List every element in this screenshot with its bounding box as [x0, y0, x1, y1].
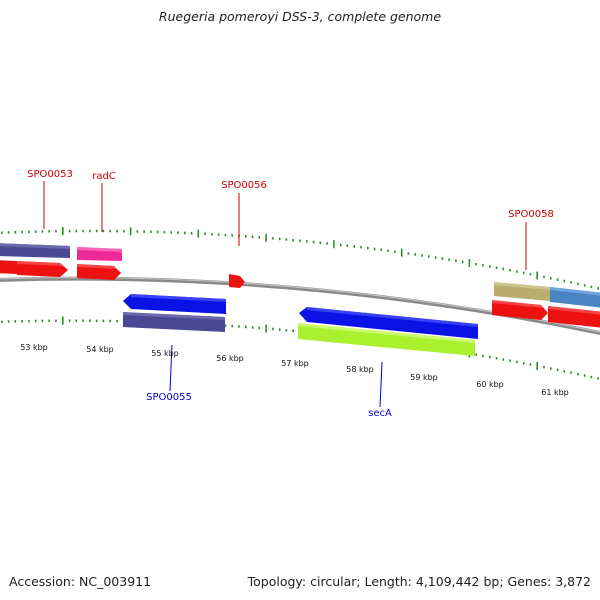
feature-spo0053-gene-arrow[interactable]	[0, 260, 68, 277]
scale-label-54: 54 kbp	[86, 345, 114, 354]
feature-spo0058-gene-arrow[interactable]	[492, 300, 548, 320]
feature-seca-cds[interactable]	[298, 323, 475, 356]
feature-spo0055-cds[interactable]	[123, 312, 225, 332]
scale-label-58: 58 kbp	[346, 365, 374, 374]
label-radc[interactable]: radC	[92, 171, 116, 182]
label-spo0056[interactable]: SPO0056	[221, 180, 267, 191]
feature-spo0058-cds[interactable]	[494, 282, 550, 301]
feature-next-cds[interactable]	[550, 287, 600, 308]
scale-label-57: 57 kbp	[281, 359, 309, 368]
leader-seca	[379, 361, 383, 408]
scale-label-61: 61 kbp	[541, 388, 569, 397]
accession-text: Accession: NC_003911	[9, 574, 152, 589]
feature-radc-gene-arrow[interactable]	[77, 264, 121, 280]
label-spo0053[interactable]: SPO0053	[27, 169, 73, 180]
feature-spo0055-gene-arrow[interactable]	[123, 294, 226, 314]
outer-tick-row	[0, 227, 600, 290]
feature-seca-gene-arrow[interactable]	[299, 307, 478, 339]
scale-label-56: 56 kbp	[216, 354, 244, 363]
feature-next-gene-arrow[interactable]	[548, 306, 600, 328]
scale-label-53: 53 kbp	[20, 343, 48, 352]
scale-label-55: 55 kbp	[151, 349, 179, 358]
feature-spo0056-gene-arrow[interactable]	[229, 274, 245, 288]
feature-spo0053-cds[interactable]	[0, 243, 70, 258]
label-seca[interactable]: secA	[368, 408, 392, 419]
label-spo0058[interactable]: SPO0058	[508, 209, 554, 220]
scale-label-60: 60 kbp	[476, 380, 504, 389]
feature-radc-cds[interactable]	[77, 247, 122, 261]
map-title: Ruegeria pomeroyi DSS-3, complete genome	[158, 9, 442, 24]
label-spo0055[interactable]: SPO0055	[146, 392, 192, 403]
scale-label-59: 59 kbp	[410, 373, 438, 382]
genome-summary-text: Topology: circular; Length: 4,109,442 bp…	[247, 574, 591, 589]
leader-spo0055	[169, 344, 173, 392]
